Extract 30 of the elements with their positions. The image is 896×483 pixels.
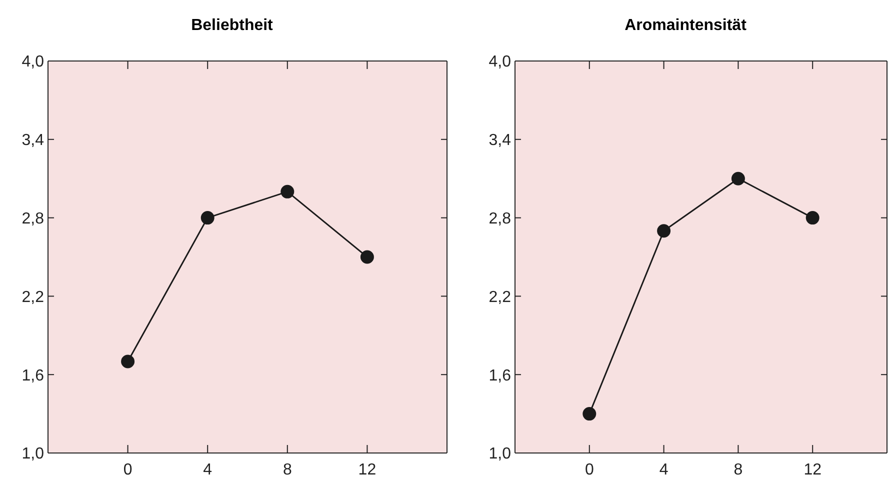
y-tick-label: 1,0 — [488, 446, 512, 463]
point — [657, 224, 671, 238]
y-tick-label: 1,0 — [22, 446, 44, 463]
y-tick-label: 1,6 — [488, 367, 512, 384]
x-tick-label: 0 — [584, 461, 594, 478]
y-tick-label: 2,2 — [22, 288, 44, 306]
y-tick-label: 2,8 — [22, 210, 44, 228]
y-tick-label: 1,6 — [22, 367, 44, 384]
y-tick-label: 2,2 — [488, 288, 512, 306]
x-tick-label: 8 — [282, 461, 292, 478]
point — [200, 211, 214, 225]
x-tick-label: 0 — [123, 461, 132, 478]
point — [582, 407, 596, 421]
point — [360, 250, 374, 264]
point — [280, 184, 294, 198]
chart-title: Beliebtheit — [190, 16, 274, 36]
x-tick-label: 12 — [804, 461, 822, 478]
y-tick-label: 3,4 — [22, 132, 44, 150]
y-tick-label: 3,4 — [488, 132, 512, 150]
x-tick-label: 12 — [358, 461, 376, 478]
y-tick-label: 4,0 — [488, 54, 512, 71]
x-tick-label: 4 — [659, 461, 668, 478]
chart-title: Aromaintensität — [624, 16, 748, 36]
point — [731, 172, 745, 186]
y-tick-label: 2,8 — [488, 210, 512, 228]
y-tick-label: 4,0 — [22, 54, 44, 71]
point — [806, 211, 820, 225]
point — [121, 354, 135, 368]
x-tick-label: 4 — [203, 461, 212, 478]
x-tick-label: 8 — [734, 461, 743, 478]
